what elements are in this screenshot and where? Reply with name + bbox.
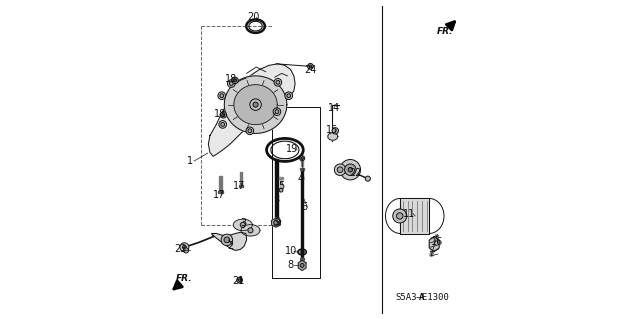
Circle shape bbox=[221, 113, 225, 116]
Text: 5: 5 bbox=[278, 181, 284, 191]
Text: FR.: FR. bbox=[176, 274, 193, 283]
Circle shape bbox=[221, 234, 232, 246]
Circle shape bbox=[229, 82, 233, 85]
Circle shape bbox=[248, 228, 253, 233]
Circle shape bbox=[301, 157, 303, 160]
Text: 17: 17 bbox=[213, 189, 226, 200]
Polygon shape bbox=[300, 168, 305, 170]
Circle shape bbox=[308, 63, 314, 69]
Text: 6: 6 bbox=[301, 202, 307, 212]
Text: 14: 14 bbox=[328, 103, 340, 113]
Circle shape bbox=[219, 121, 227, 128]
Circle shape bbox=[285, 92, 292, 100]
Text: 9: 9 bbox=[275, 217, 281, 227]
Circle shape bbox=[218, 92, 225, 100]
Circle shape bbox=[180, 243, 189, 252]
Text: 15: 15 bbox=[326, 125, 339, 135]
Text: S5A3–E1300: S5A3–E1300 bbox=[395, 293, 449, 302]
Text: 16: 16 bbox=[431, 237, 444, 248]
Text: 7: 7 bbox=[273, 196, 279, 206]
Polygon shape bbox=[328, 133, 338, 140]
Text: 21: 21 bbox=[232, 276, 245, 286]
Circle shape bbox=[220, 112, 227, 118]
Circle shape bbox=[234, 79, 237, 82]
Text: FR.: FR. bbox=[436, 27, 453, 36]
Polygon shape bbox=[218, 191, 223, 193]
Circle shape bbox=[276, 80, 280, 84]
Circle shape bbox=[220, 94, 223, 98]
Text: 17: 17 bbox=[234, 181, 246, 191]
Text: 8: 8 bbox=[287, 260, 294, 271]
Polygon shape bbox=[234, 219, 252, 231]
Circle shape bbox=[274, 78, 282, 86]
Circle shape bbox=[287, 94, 291, 98]
Polygon shape bbox=[279, 177, 283, 179]
Circle shape bbox=[300, 156, 305, 161]
Text: A: A bbox=[419, 293, 424, 302]
Circle shape bbox=[279, 188, 283, 192]
Polygon shape bbox=[275, 159, 278, 224]
Circle shape bbox=[340, 160, 360, 180]
Circle shape bbox=[237, 277, 243, 283]
Polygon shape bbox=[275, 223, 279, 225]
Circle shape bbox=[300, 263, 304, 267]
Circle shape bbox=[232, 77, 238, 84]
Circle shape bbox=[274, 220, 278, 225]
Text: 19: 19 bbox=[286, 144, 298, 154]
Polygon shape bbox=[301, 160, 303, 166]
Circle shape bbox=[348, 167, 353, 172]
Text: 1: 1 bbox=[187, 156, 193, 166]
Polygon shape bbox=[300, 258, 305, 260]
Polygon shape bbox=[225, 76, 287, 133]
Polygon shape bbox=[301, 169, 303, 259]
Polygon shape bbox=[209, 64, 295, 156]
Polygon shape bbox=[234, 85, 277, 125]
Circle shape bbox=[253, 102, 258, 107]
Circle shape bbox=[337, 167, 343, 173]
Polygon shape bbox=[239, 185, 243, 187]
Circle shape bbox=[334, 164, 346, 175]
Text: 10: 10 bbox=[285, 246, 297, 256]
Polygon shape bbox=[212, 232, 246, 250]
Circle shape bbox=[250, 99, 261, 110]
Circle shape bbox=[344, 164, 356, 175]
Text: 18: 18 bbox=[225, 74, 237, 84]
Text: 22: 22 bbox=[349, 168, 362, 178]
Text: 11: 11 bbox=[403, 209, 415, 219]
Polygon shape bbox=[239, 172, 242, 186]
Circle shape bbox=[273, 108, 281, 115]
Circle shape bbox=[221, 122, 225, 126]
Circle shape bbox=[397, 213, 403, 219]
Polygon shape bbox=[219, 176, 222, 192]
Polygon shape bbox=[429, 236, 439, 252]
Circle shape bbox=[309, 65, 312, 68]
Text: 18: 18 bbox=[214, 109, 227, 119]
Text: 3: 3 bbox=[241, 218, 246, 228]
Circle shape bbox=[275, 110, 279, 114]
Circle shape bbox=[332, 128, 339, 134]
Circle shape bbox=[224, 237, 230, 243]
Text: 24: 24 bbox=[304, 64, 317, 75]
Polygon shape bbox=[400, 198, 401, 234]
Circle shape bbox=[227, 80, 235, 87]
Circle shape bbox=[240, 222, 245, 227]
Circle shape bbox=[365, 176, 371, 181]
Polygon shape bbox=[401, 198, 429, 234]
Circle shape bbox=[248, 129, 252, 133]
Text: 2: 2 bbox=[227, 241, 233, 251]
Polygon shape bbox=[241, 225, 260, 236]
Text: 23: 23 bbox=[174, 244, 186, 254]
Circle shape bbox=[393, 209, 407, 223]
Circle shape bbox=[184, 248, 189, 253]
Circle shape bbox=[238, 279, 241, 281]
Polygon shape bbox=[298, 260, 306, 271]
Text: 20: 20 bbox=[247, 11, 259, 22]
Polygon shape bbox=[280, 179, 282, 189]
Text: 4: 4 bbox=[298, 174, 304, 184]
Polygon shape bbox=[271, 218, 280, 227]
Circle shape bbox=[246, 127, 253, 135]
Circle shape bbox=[182, 245, 186, 249]
